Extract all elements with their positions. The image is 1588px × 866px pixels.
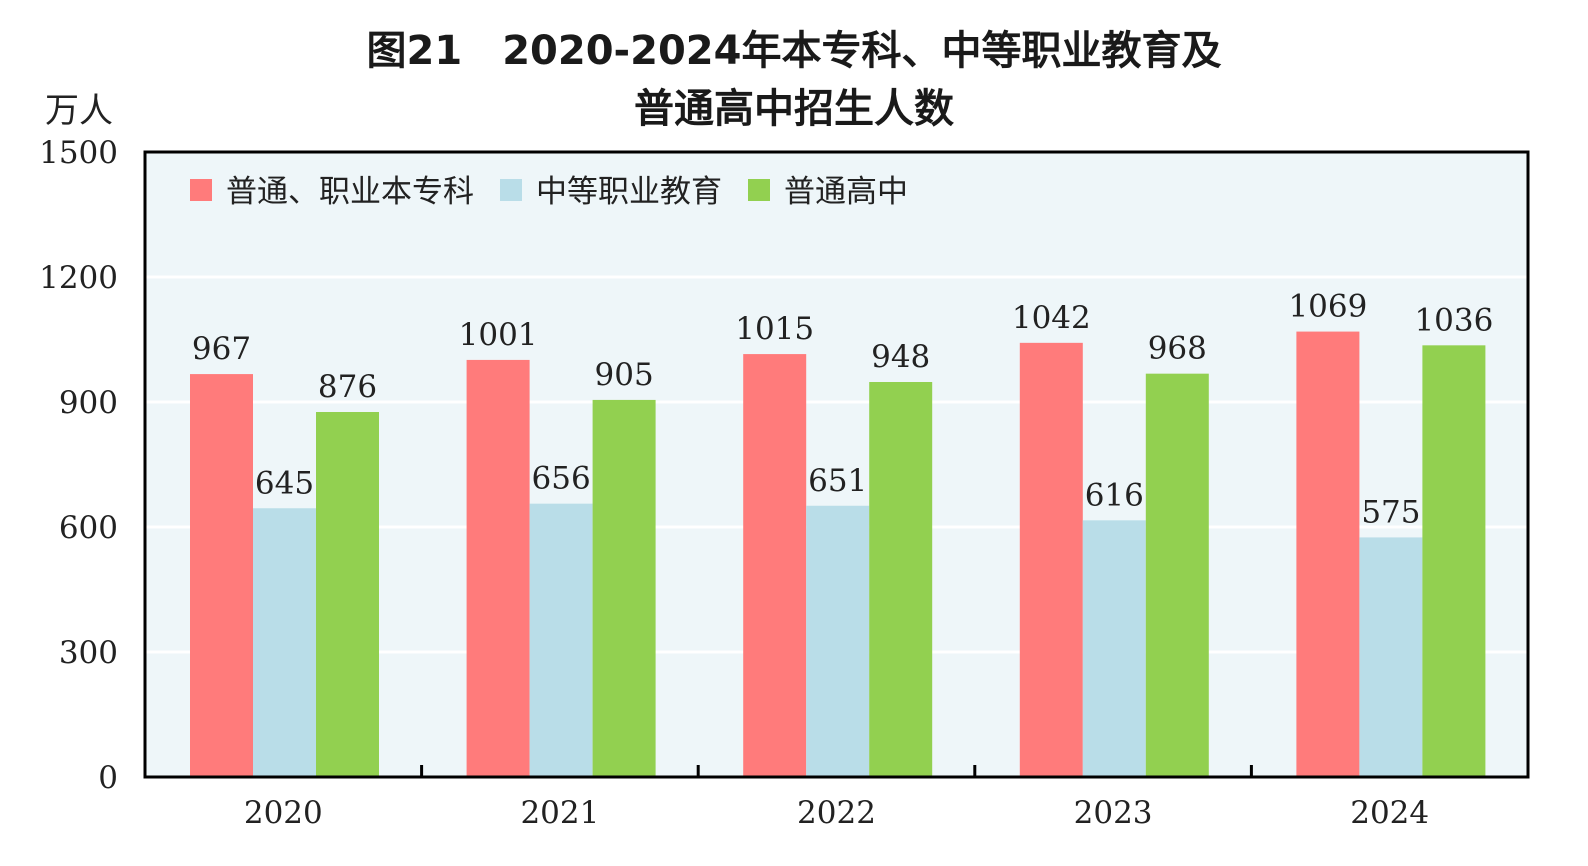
- data-label: 656: [532, 461, 591, 497]
- bar-2021-0: [466, 359, 530, 777]
- x-tick-label: 2020: [244, 795, 323, 831]
- y-tick-label: 300: [59, 635, 118, 671]
- bar-2023-0: [1019, 342, 1083, 777]
- data-label: 1001: [459, 317, 538, 353]
- data-label: 968: [1148, 331, 1207, 367]
- bar-2023-1: [1082, 520, 1146, 777]
- x-tick-label: 2024: [1350, 795, 1429, 831]
- bar-2020-0: [190, 374, 253, 777]
- y-tick-label: 1500: [39, 135, 118, 171]
- x-tick-label: 2021: [520, 795, 599, 831]
- y-tick-label: 600: [59, 510, 118, 546]
- bar-2020-2: [316, 412, 379, 777]
- legend-label: 普通高中: [784, 174, 908, 210]
- y-tick-label: 0: [98, 760, 118, 796]
- chart-title-line1: 图21 2020-2024年本专科、中等职业教育及: [366, 28, 1222, 74]
- bar-2024-2: [1422, 345, 1486, 777]
- y-tick-label: 900: [59, 385, 118, 421]
- data-label: 876: [318, 369, 377, 405]
- data-label: 575: [1361, 494, 1420, 530]
- data-label: 1015: [735, 311, 814, 347]
- x-tick-label: 2023: [1074, 795, 1153, 831]
- bar-2020-1: [253, 508, 316, 777]
- bar-2022-0: [743, 354, 807, 777]
- bar-2024-0: [1296, 331, 1360, 777]
- y-tick-label: 1200: [39, 260, 118, 296]
- data-label: 651: [808, 463, 867, 499]
- data-label: 1069: [1288, 289, 1367, 325]
- bar-2023-2: [1145, 373, 1209, 777]
- legend-label: 普通、职业本专科: [226, 174, 474, 210]
- data-label: 645: [255, 465, 314, 501]
- data-label: 616: [1085, 477, 1144, 513]
- data-label: 967: [192, 331, 251, 367]
- plot-border: [143, 150, 1530, 779]
- bar-2022-2: [869, 382, 933, 777]
- legend-swatch: [748, 179, 770, 201]
- data-label: 1042: [1012, 300, 1091, 336]
- legend-swatch: [500, 179, 522, 201]
- data-label: 1036: [1414, 302, 1493, 338]
- legend-swatch: [190, 179, 212, 201]
- bar-2021-2: [592, 399, 656, 777]
- x-tick-label: 2022: [797, 795, 876, 831]
- y-axis-label: 万人: [45, 91, 113, 131]
- bar-2024-1: [1359, 537, 1423, 777]
- legend-label: 中等职业教育: [536, 174, 722, 210]
- data-label: 948: [871, 339, 930, 375]
- data-label: 905: [595, 357, 654, 393]
- bar-2022-1: [806, 505, 870, 777]
- bar-2021-1: [529, 503, 593, 777]
- chart-title-line2: 普通高中招生人数: [634, 86, 954, 132]
